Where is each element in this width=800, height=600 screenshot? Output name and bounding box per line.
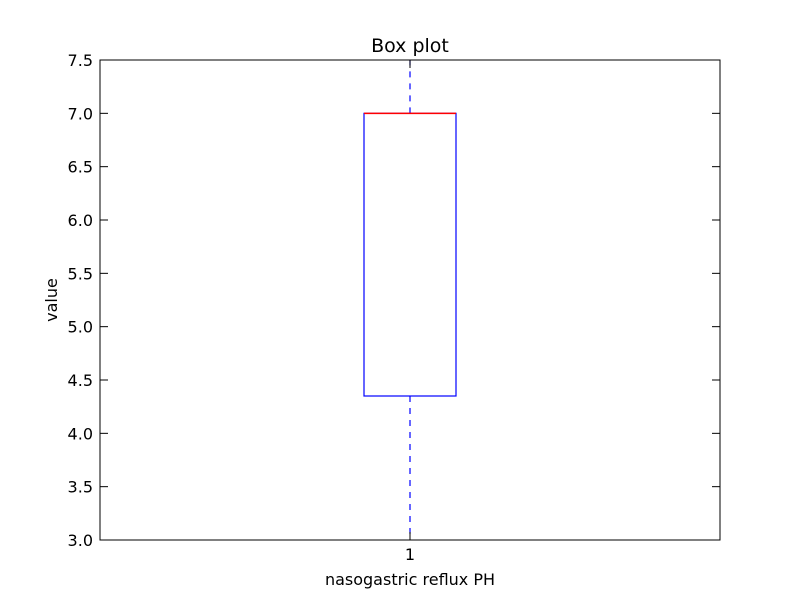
y-tick-label: 4.0: [68, 424, 93, 443]
x-tick-label: 1: [405, 545, 415, 564]
y-tick-label: 3.0: [68, 531, 93, 550]
x-axis-label: nasogastric reflux PH: [325, 570, 495, 589]
y-tick-label: 4.5: [68, 371, 93, 390]
y-tick-label: 3.5: [68, 478, 93, 497]
x-axis-ticks: 1: [405, 60, 415, 564]
y-tick-label: 5.5: [68, 264, 93, 283]
y-tick-label: 6.5: [68, 158, 93, 177]
y-tick-label: 5.0: [68, 318, 93, 337]
y-tick-label: 7.0: [68, 104, 93, 123]
chart-title: Box plot: [371, 35, 449, 57]
y-tick-label: 6.0: [68, 211, 93, 230]
y-tick-label: 7.5: [68, 51, 93, 70]
y-axis-ticks: 3.0 3.5 4.0 4.5 5.0 5.5 6.0 6.5 7.0 7.5: [68, 51, 720, 550]
plot-layer: [363, 59, 457, 541]
y-axis-label: value: [42, 278, 61, 322]
